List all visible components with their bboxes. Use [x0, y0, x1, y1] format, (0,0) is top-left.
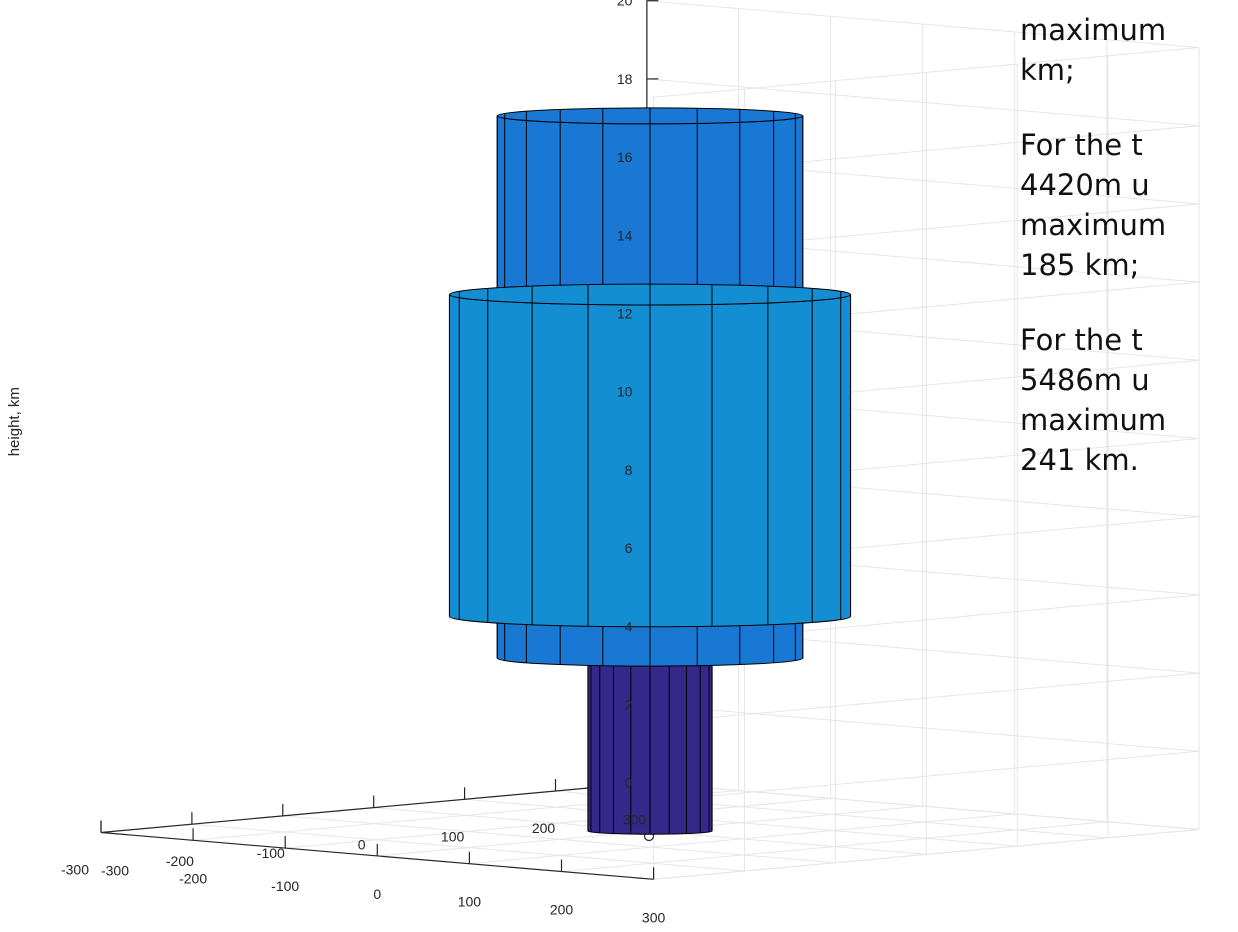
z-axis-tick-label: 0 — [625, 775, 633, 791]
grid-line — [646, 782, 1200, 830]
side-paragraph-3: For the t 5486m u maximum 241 km. — [1020, 320, 1238, 480]
side-text-line: km; — [1020, 53, 1075, 87]
left-axis-tick-label: 200 — [532, 820, 556, 836]
front-axis-tick-label: 200 — [550, 902, 574, 918]
front-axis-tick-label: -300 — [101, 863, 129, 879]
left-axis-tick-label: 100 — [441, 828, 465, 844]
z-axis-tick-label: 2 — [625, 697, 633, 713]
side-text-line: maximum — [1020, 13, 1167, 47]
front-axis-tick-label: -200 — [179, 870, 207, 886]
side-paragraph-2: For the t 4420m u maximum 185 km; — [1020, 125, 1238, 285]
front-axis-tick-label: 0 — [373, 886, 381, 902]
grid-line — [191, 823, 745, 872]
z-axis-tick-label: 10 — [617, 384, 633, 400]
side-paragraph-1: maximum km; — [1020, 10, 1238, 90]
grid-line — [646, 78, 1200, 127]
z-axis-tick-label: 8 — [625, 462, 633, 478]
left-axis-tick-label: -300 — [61, 862, 89, 878]
left-axis-tick-label: 300 — [623, 812, 647, 828]
front-axis-tick-label: 300 — [642, 909, 666, 925]
left-axis-tick-label: -100 — [257, 845, 285, 861]
side-text-line: maximum — [1020, 403, 1167, 437]
cylinders — [448, 107, 852, 842]
side-text-panel: maximum km; For the t 4420m u maximum 18… — [1020, 10, 1238, 515]
grid-line — [282, 815, 836, 864]
z-axis-label: height, km — [6, 387, 23, 456]
z-axis-tick-label: 18 — [617, 71, 633, 87]
grid-line — [464, 798, 1018, 847]
side-text-line: maximum — [1020, 208, 1167, 242]
side-text-line: 185 km; — [1020, 248, 1140, 282]
left-axis-tick-label: 0 — [358, 837, 366, 853]
axis-labels: -300 -200 -100 0 100 200 3003002001000-100-200… — [6, 0, 665, 925]
z-axis-tick-label: 20 — [617, 0, 633, 9]
grid-line — [653, 672, 1200, 724]
side-text-line: 241 km. — [1020, 443, 1139, 477]
grid-line — [653, 750, 1200, 802]
front-axis-tick-label: 100 — [458, 894, 482, 910]
z-axis-tick-label: 16 — [617, 149, 633, 165]
z-axis-tick-label: 14 — [617, 227, 633, 243]
side-text-line: 5486m u — [1020, 363, 1150, 397]
z-axis-tick-label: 12 — [617, 306, 633, 322]
grid-line — [653, 47, 1200, 98]
left-axis-tick-label: -200 — [166, 853, 194, 869]
grid-line — [646, 704, 1200, 752]
grid-line — [646, 0, 1200, 48]
cylinder — [587, 654, 713, 835]
z-axis-tick-label: 6 — [625, 540, 633, 556]
cylinder — [448, 283, 852, 628]
side-text-line: 4420m u — [1020, 168, 1150, 202]
side-text-line: For the t — [1020, 128, 1143, 162]
side-text-line: For the t — [1020, 323, 1143, 357]
z-axis-tick-label: 4 — [625, 618, 633, 634]
front-axis-tick-label: -100 — [271, 878, 299, 894]
